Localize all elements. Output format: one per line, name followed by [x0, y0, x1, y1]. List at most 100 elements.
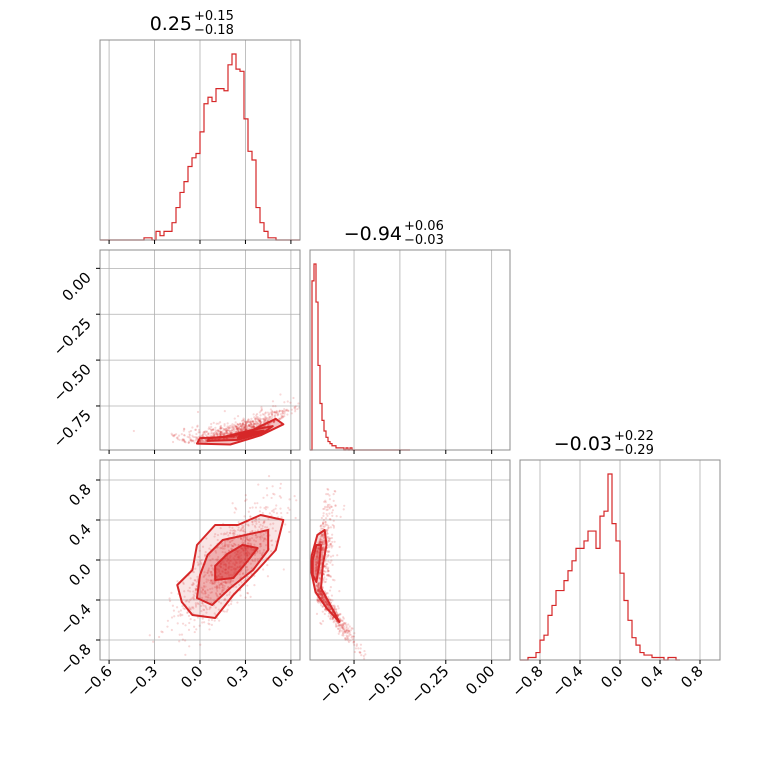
- sample-point: [197, 563, 200, 566]
- sample-point: [244, 420, 247, 423]
- sample-point: [196, 410, 200, 414]
- sample-point: [194, 605, 198, 608]
- sample-point: [319, 541, 322, 544]
- sample-point: [274, 411, 277, 414]
- sample-point: [225, 429, 228, 432]
- sample-point: [220, 431, 223, 434]
- sample-point: [208, 628, 211, 631]
- sample-point: [242, 426, 246, 429]
- sample-point: [201, 617, 204, 620]
- sample-point: [342, 634, 345, 637]
- sample-point: [251, 425, 255, 428]
- sample-point: [250, 423, 253, 426]
- sample-point: [245, 569, 248, 572]
- sample-point: [249, 421, 252, 424]
- sample-point: [253, 416, 256, 419]
- sample-point: [325, 601, 328, 604]
- sample-point: [176, 622, 179, 625]
- sample-point: [235, 426, 238, 429]
- sample-point: [325, 602, 328, 605]
- sample-point: [170, 616, 174, 619]
- sample-point: [246, 425, 249, 429]
- sample-point: [353, 632, 356, 635]
- sample-point: [235, 427, 239, 431]
- sample-point: [272, 420, 275, 423]
- sample-point: [223, 581, 226, 584]
- sample-point: [268, 417, 271, 421]
- sample-point: [199, 561, 203, 564]
- sample-point: [200, 439, 203, 442]
- sample-point: [201, 621, 204, 624]
- sample-point: [322, 512, 325, 515]
- sample-point: [317, 583, 320, 587]
- sample-point: [265, 487, 268, 490]
- sample-point: [264, 424, 267, 427]
- sample-point: [326, 528, 329, 531]
- sample-point: [196, 436, 199, 439]
- sample-point: [354, 647, 358, 650]
- sample-point: [331, 514, 334, 517]
- sample-point: [253, 524, 257, 528]
- y-tick-label-1: −0.50: [50, 360, 95, 405]
- sample-point: [319, 601, 323, 605]
- sample-point: [201, 602, 204, 605]
- sample-point: [213, 535, 216, 538]
- sample-point: [186, 599, 189, 602]
- sample-point: [172, 434, 175, 437]
- sample-point: [249, 515, 252, 518]
- sample-point: [332, 499, 335, 503]
- sample-point: [259, 414, 262, 417]
- sample-point: [200, 438, 203, 442]
- sample-point: [322, 533, 325, 536]
- sample-point: [230, 429, 233, 432]
- sample-point: [225, 610, 228, 613]
- sample-point: [192, 582, 195, 586]
- scatter-panel-p3-vs-p1: −0.6 −0.3 0.0 0.3 0.6−0.8−0.40.00.40.8: [56, 459, 301, 701]
- sample-point: [339, 623, 342, 626]
- sample-point: [221, 547, 224, 550]
- sample-point: [275, 540, 278, 543]
- sample-point: [243, 428, 246, 431]
- sample-point: [225, 437, 228, 440]
- sample-point: [204, 440, 208, 443]
- sample-point: [328, 539, 331, 542]
- sample-point: [322, 573, 326, 576]
- sample-point: [336, 554, 339, 557]
- sample-point: [230, 600, 233, 603]
- sample-point: [196, 424, 199, 427]
- sample-point: [229, 580, 232, 584]
- sample-point: [257, 418, 260, 421]
- sample-point: [293, 406, 296, 410]
- sample-point: [240, 419, 244, 423]
- sample-point: [229, 529, 232, 532]
- sample-point: [325, 573, 329, 577]
- sample-point: [338, 629, 341, 633]
- sample-point: [181, 438, 184, 441]
- sample-point: [346, 638, 349, 641]
- sample-point: [282, 568, 285, 571]
- sample-point: [219, 432, 222, 435]
- sample-point: [242, 427, 246, 430]
- sample-point: [239, 425, 243, 428]
- sample-point: [244, 426, 247, 429]
- sample-point: [218, 427, 221, 430]
- sample-point: [242, 572, 245, 575]
- sample-point: [270, 539, 273, 542]
- sample-point: [341, 622, 344, 626]
- sample-point: [192, 571, 195, 574]
- sample-point: [327, 550, 330, 553]
- sample-point: [325, 603, 328, 606]
- sample-point: [319, 591, 322, 594]
- sample-point: [230, 539, 233, 542]
- sample-point: [343, 630, 346, 633]
- sample-point: [332, 519, 335, 522]
- sample-point: [213, 586, 217, 589]
- sample-point: [320, 592, 323, 595]
- sample-point: [355, 644, 358, 647]
- sample-point: [259, 422, 262, 426]
- sample-point: [320, 556, 323, 559]
- sample-point: [219, 424, 223, 428]
- sample-point: [328, 498, 331, 501]
- sample-point: [315, 561, 318, 564]
- sample-point: [320, 533, 324, 537]
